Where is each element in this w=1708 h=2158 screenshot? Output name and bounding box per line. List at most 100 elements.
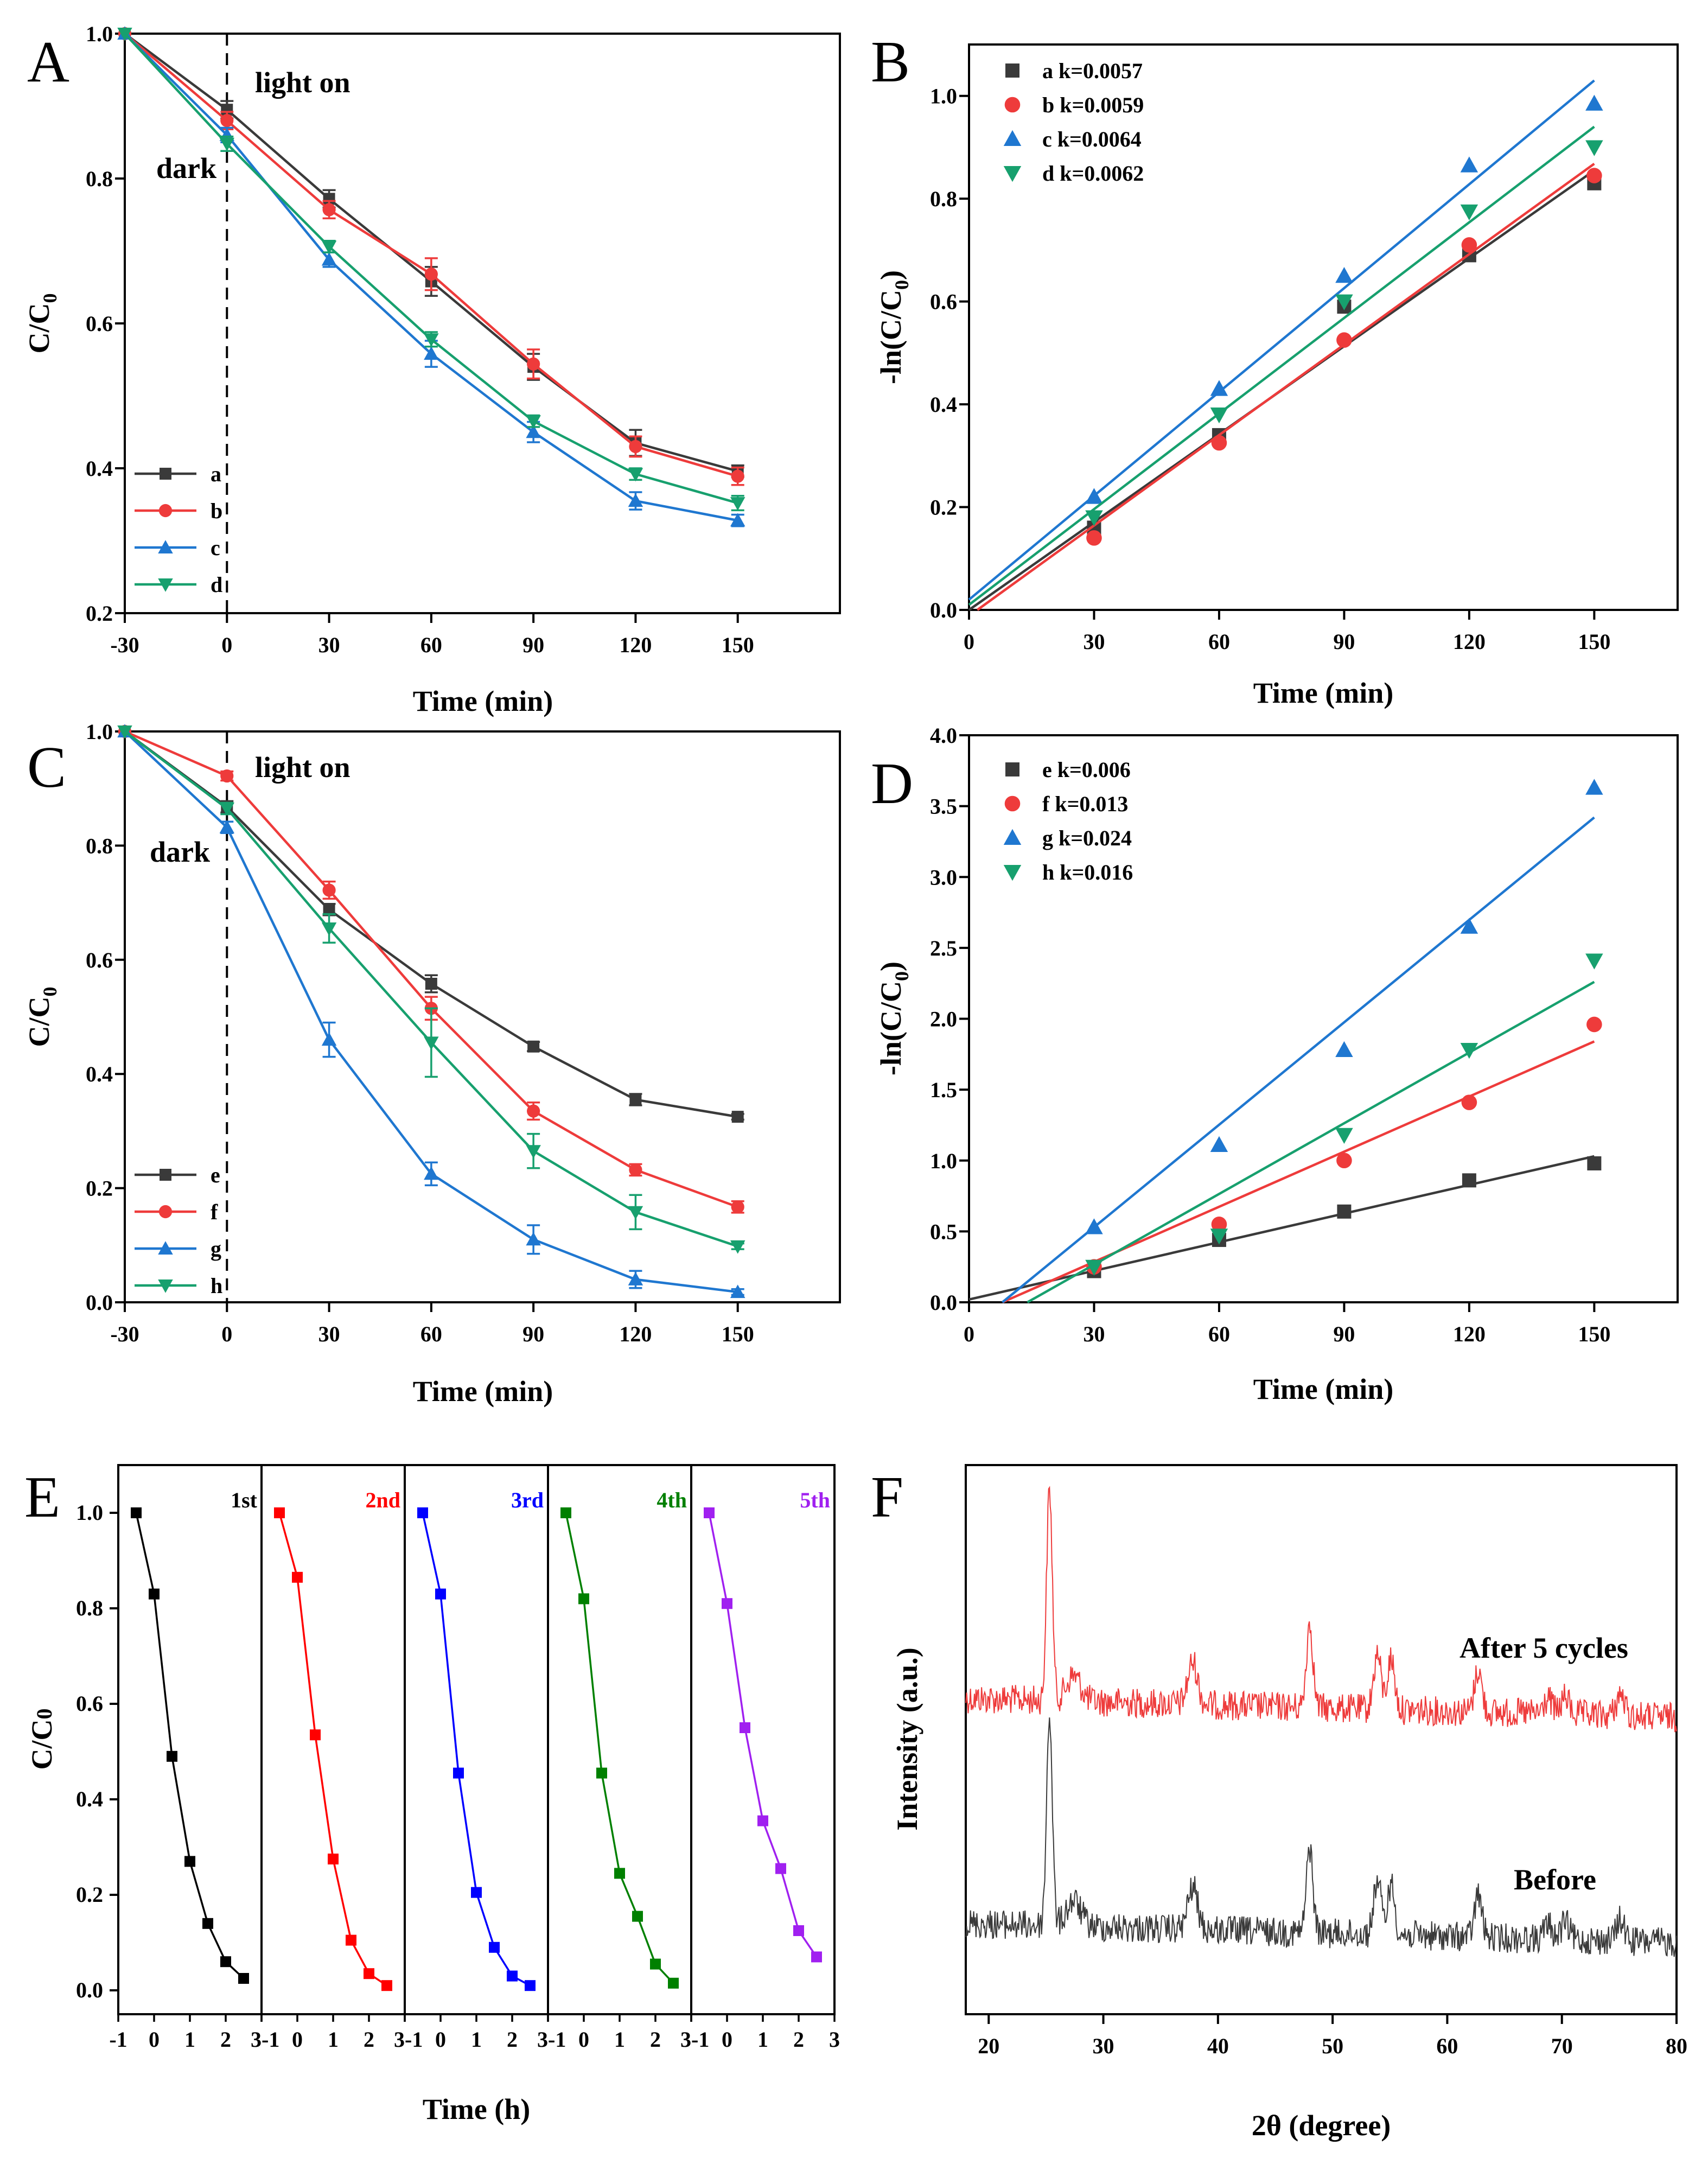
panel-c-point-h (628, 1206, 643, 1220)
panel-c-point-g (424, 1166, 439, 1180)
panel-c-point-f (731, 1200, 744, 1214)
panel-e-point-2nd (381, 1980, 392, 1991)
panel-b-xtick-label: 60 (1208, 629, 1230, 654)
panel-d-point-g (1210, 1136, 1228, 1153)
panel-f-xtick-label: 50 (1322, 2034, 1343, 2058)
panel-e-point-1st (220, 1956, 231, 1968)
panel-e-ytick-label: 0.0 (76, 1978, 103, 2002)
panel-d-fit-line-e (968, 1155, 1595, 1301)
panel-d-point-g (1585, 779, 1603, 795)
panel-e-point-2nd (328, 1854, 339, 1864)
panel-e-point-4th (668, 1977, 679, 1989)
panel-c-point-h (424, 1036, 439, 1051)
panel-c-point-e (323, 903, 335, 916)
panel-d-ytick-label: 1.0 (930, 1149, 957, 1173)
panel-e-xtick-label: 2 (364, 2027, 374, 2052)
panel-c-xtick-label: 120 (619, 1322, 652, 1346)
panel-b-xtick-label: 0 (964, 629, 974, 654)
panel-c-legend-label-e: e (211, 1163, 220, 1187)
panel-d-ytick-label: 2.5 (930, 936, 957, 960)
panel-f-xtick-label: 60 (1436, 2034, 1458, 2058)
panel-d-legend-label-f: f k=0.013 (1042, 792, 1128, 816)
panel-f-after-trace (965, 1486, 1677, 1733)
panel-e-xtick-label: 3 (251, 2027, 262, 2052)
panel-e-ytick-label: 0.2 (76, 1882, 103, 1907)
panel-b-legend-marker-b (1004, 97, 1021, 113)
panel-a-point-c (730, 513, 745, 527)
panel-a-point-d (321, 240, 337, 254)
panel-d-point-h (1085, 1259, 1103, 1276)
panel-d-point-e (1587, 1156, 1602, 1170)
panel-e-point-1st (167, 1750, 177, 1762)
panel-e-cycle-line-4th (565, 1512, 674, 1984)
panel-d-point-g (1085, 1218, 1103, 1234)
panel-e-point-3rd (435, 1588, 446, 1600)
panel-a-point-c (526, 424, 541, 438)
panel-c-ytick-label: 0.0 (86, 1290, 113, 1315)
panel-d-legend-label-h: h k=0.016 (1042, 860, 1133, 884)
panel-c-xtick-label: 0 (221, 1322, 232, 1346)
panel-b-legend-label-d: d k=0.0062 (1042, 161, 1144, 186)
panel-a-xtick-label: 150 (722, 633, 754, 657)
panel-a-point-c (321, 252, 337, 266)
panel-b-point-b (1586, 168, 1602, 183)
panel-c-point-g (321, 1032, 337, 1046)
panel-a-xtick-label: 60 (420, 633, 442, 657)
panel-f-xtick-label: 20 (978, 2034, 999, 2058)
panel-d-ytick-label: 1.5 (930, 1078, 957, 1102)
panel-d-xtick-label: 120 (1453, 1322, 1486, 1346)
panel-b-chart: B Time (min) -ln(C/C0) 0 30 60 90 120 150 0.0 0… (871, 30, 1679, 709)
panel-e-chart: E Time (h) C/C0 0.00.20.40.60.81.0-1 0 1 2 3… (24, 1464, 840, 2125)
panel-e-point-3rd (489, 1941, 500, 1953)
panel-b-point-c (1585, 94, 1603, 111)
panel-e-xtick-label: 3 (394, 2027, 405, 2052)
panel-b-ytick-label: 0.4 (930, 392, 957, 417)
panel-e-point-4th (632, 1911, 643, 1922)
panel-d-point-f (1211, 1217, 1227, 1232)
panel-c-point-e (629, 1093, 642, 1106)
panel-e-xtick-label: 2 (220, 2027, 231, 2052)
panel-b-xtick-label: 150 (1578, 629, 1610, 654)
panel-d-xtick-label: 150 (1578, 1322, 1610, 1346)
panel-a-ytick-label: 0.4 (86, 456, 113, 481)
panel-b-fit-line-b (977, 162, 1595, 611)
panel-e-cycle-line-5th (708, 1512, 818, 1958)
panel-a-xtick-label: 120 (619, 633, 652, 657)
panel-a-point-b (629, 440, 642, 454)
panel-f-after-label: After 5 cycles (1460, 1632, 1628, 1664)
panel-a-xtick-label: 0 (221, 633, 232, 657)
panel-e-xtick-label: 1 (757, 2027, 768, 2052)
panel-d-ytick-label: 0.0 (930, 1290, 957, 1315)
panel-c-light-on-label: light on (255, 751, 350, 784)
panel-c-xlabel: Time (min) (413, 1375, 553, 1408)
panel-a-ytick-label: 1.0 (86, 22, 113, 46)
panel-b-fit-line-c (968, 79, 1595, 601)
panel-d-point-e (1337, 1204, 1352, 1219)
panel-b-point-c (1210, 380, 1228, 396)
panel-c-point-f (322, 883, 336, 897)
panel-b-point-b (1086, 530, 1102, 546)
panel-a-light-on-label: light on (255, 66, 350, 99)
panel-e-xtick-label: 0 (149, 2027, 160, 2052)
panel-b-legend-marker-d (1003, 166, 1022, 182)
panel-d-fit-line-h (1027, 981, 1595, 1303)
panel-d-point-h (1585, 953, 1603, 970)
panel-d-chart: D Time (min) -ln(C/C0) 0 30 60 90 120 150 0.0 0… (871, 723, 1679, 1405)
panel-e-letter: E (24, 1465, 60, 1530)
panel-c-point-h (219, 803, 235, 816)
panel-e-xtick-label: 0 (578, 2027, 589, 2052)
panel-a-letter: A (27, 30, 69, 94)
panel-e-point-1st (149, 1588, 160, 1600)
panel-b-point-b (1461, 237, 1477, 253)
panel-c-ytick-label: 0.2 (86, 1176, 113, 1201)
panel-b-ytick-label: 0.2 (930, 495, 957, 520)
panel-e-xtick-label: -1 (548, 2027, 566, 2052)
panel-b-legend-label-b: b k=0.0059 (1042, 93, 1144, 117)
panel-f-before-label: Before (1514, 1863, 1596, 1896)
panel-e-point-2nd (364, 1968, 374, 1979)
panel-b-legend-marker-c (1003, 130, 1022, 146)
panel-c-legend-marker-e (160, 1169, 171, 1181)
panel-d-point-h (1210, 1228, 1228, 1245)
panel-b-xlabel: Time (min) (1253, 677, 1393, 709)
